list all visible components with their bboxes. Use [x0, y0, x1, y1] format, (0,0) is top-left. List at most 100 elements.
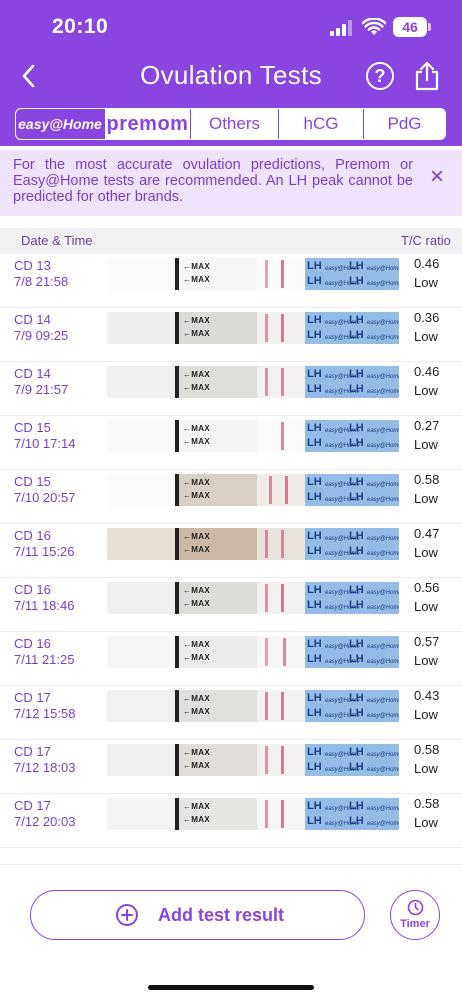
- test-datetime: 7/12 20:03: [14, 814, 76, 829]
- column-header: Date & Time T/C ratio: [0, 228, 462, 254]
- question-circle-icon[interactable]: ?: [366, 62, 394, 90]
- test-strip-image[interactable]: ←MAX ←MAX LH LH LH LH easy@Home easy@Home easy@H…: [107, 366, 399, 398]
- banner-text: For the most accurate ovulation predicti…: [13, 157, 413, 205]
- wifi-icon: [362, 18, 386, 35]
- test-datetime: 7/11 21:25: [14, 652, 75, 667]
- close-icon[interactable]: ×: [429, 163, 444, 190]
- lh-level-result: Low: [414, 653, 438, 668]
- test-strip-image[interactable]: ←MAX ←MAX LH LH LH LH easy@Home easy@Home easy@H…: [107, 528, 399, 560]
- test-row[interactable]: CD 17 7/12 20:03 ←MAX ←MAX LH LH LH LH easy@Home…: [0, 794, 462, 848]
- divider: [0, 864, 462, 865]
- strip-max-label: ←MAX: [183, 694, 210, 703]
- strip-test-line: [281, 584, 284, 612]
- tab-hcg[interactable]: hCG: [278, 109, 363, 139]
- test-strip-image[interactable]: ←MAX ←MAX LH LH LH LH easy@Home easy@Home easy@H…: [107, 690, 399, 722]
- info-banner: For the most accurate ovulation predicti…: [0, 150, 462, 216]
- cycle-day: CD 17: [14, 744, 51, 759]
- strip-handle: [107, 798, 175, 830]
- tc-ratio-value: 0.57: [414, 634, 440, 649]
- battery-icon: 46: [393, 17, 427, 37]
- tc-ratio-value: 0.46: [414, 364, 440, 379]
- test-row[interactable]: CD 16 7/11 18:46 ←MAX ←MAX LH LH LH LH easy@Home…: [0, 578, 462, 632]
- timer-button[interactable]: Timer: [390, 890, 440, 940]
- strip-max-label: ←MAX: [183, 316, 210, 325]
- tab-others[interactable]: Others: [190, 109, 278, 139]
- test-row[interactable]: CD 15 7/10 17:14 ←MAX ←MAX LH LH LH LH easy@Home…: [0, 416, 462, 470]
- cycle-day: CD 13: [14, 258, 51, 273]
- strip-test-line: [265, 746, 268, 774]
- strip-handle: [107, 312, 175, 344]
- test-row[interactable]: CD 17 7/12 18:03 ←MAX ←MAX LH LH LH LH easy@Home…: [0, 740, 462, 794]
- test-datetime: 7/8 21:58: [14, 274, 69, 289]
- test-strip-image[interactable]: ←MAX ←MAX LH LH LH LH easy@Home easy@Home easy@H…: [107, 474, 399, 506]
- column-ratio-header: T/C ratio: [401, 233, 451, 248]
- strip-test-line: [265, 584, 268, 612]
- cycle-day: CD 17: [14, 798, 51, 813]
- test-strip-image[interactable]: ←MAX ←MAX LH LH LH LH easy@Home easy@Home easy@H…: [107, 258, 399, 290]
- test-row[interactable]: CD 16 7/11 15:26 ←MAX ←MAX LH LH LH LH easy@Home…: [0, 524, 462, 578]
- tc-ratio-value: 0.58: [414, 472, 440, 487]
- column-date-header: Date & Time: [21, 233, 93, 248]
- strip-marker: [175, 798, 179, 830]
- test-strip-image[interactable]: ←MAX ←MAX LH LH LH LH easy@Home easy@Home easy@H…: [107, 582, 399, 614]
- strip-handle: [107, 582, 175, 614]
- test-strip-image[interactable]: ←MAX ←MAX LH LH LH LH easy@Home easy@Home easy@H…: [107, 798, 399, 830]
- strip-marker: [175, 528, 179, 560]
- battery-tip: [428, 23, 431, 31]
- test-row[interactable]: CD 17 7/12 15:58 ←MAX ←MAX LH LH LH LH easy@Home…: [0, 686, 462, 740]
- tc-ratio-value: 0.27: [414, 418, 440, 433]
- strip-marker: [175, 690, 179, 722]
- test-row[interactable]: CD 16 7/11 21:25 ←MAX ←MAX LH LH LH LH easy@Home…: [0, 632, 462, 686]
- brand-tabs: easy@Home premom Others hCG PdG: [15, 108, 446, 140]
- strip-marker: [175, 474, 179, 506]
- strip-handle: [107, 528, 175, 560]
- strip-max-label: ←MAX: [183, 640, 210, 649]
- add-test-result-button[interactable]: Add test result: [30, 890, 365, 940]
- test-strip-image[interactable]: ←MAX ←MAX LH LH LH LH easy@Home easy@Home easy@H…: [107, 744, 399, 776]
- tab-pdg[interactable]: PdG: [363, 109, 445, 139]
- strip-max-label: ←MAX: [183, 262, 210, 271]
- strip-max-label: ←MAX: [183, 491, 210, 500]
- tab-premom[interactable]: premom: [104, 109, 190, 139]
- strip-max-label: ←MAX: [183, 424, 210, 433]
- timer-label: Timer: [400, 918, 430, 930]
- strip-test-line: [265, 260, 268, 288]
- tc-ratio-value: 0.43: [414, 688, 440, 703]
- test-datetime: 7/10 17:14: [14, 436, 76, 451]
- cycle-day: CD 14: [14, 366, 51, 381]
- strip-max-label: ←MAX: [183, 815, 210, 824]
- strip-max-label: ←MAX: [183, 532, 210, 541]
- home-indicator: [148, 985, 314, 990]
- test-datetime: 7/11 15:26: [14, 544, 75, 559]
- strip-test-line: [281, 368, 284, 396]
- test-strip-image[interactable]: ←MAX ←MAX LH LH LH LH easy@Home easy@Home easy@H…: [107, 312, 399, 344]
- test-datetime: 7/9 09:25: [14, 328, 69, 343]
- share-icon[interactable]: [412, 60, 442, 92]
- test-datetime: 7/11 18:46: [14, 598, 75, 613]
- test-datetime: 7/12 18:03: [14, 760, 76, 775]
- strip-test-line: [281, 692, 284, 720]
- strip-handle: [107, 366, 175, 398]
- strip-test-line: [265, 692, 268, 720]
- strip-test-line: [281, 422, 284, 450]
- test-strip-image[interactable]: ←MAX ←MAX LH LH LH LH easy@Home easy@Home easy@H…: [107, 636, 399, 668]
- lh-level-result: Low: [414, 437, 438, 452]
- tab-easy-at-home[interactable]: easy@Home: [16, 109, 104, 139]
- strip-test-line: [265, 368, 268, 396]
- test-row[interactable]: CD 15 7/10 20:57 ←MAX ←MAX LH LH LH LH easy@Home…: [0, 470, 462, 524]
- strip-test-line: [281, 314, 284, 342]
- test-datetime: 7/10 20:57: [14, 490, 76, 505]
- signal-icon: [330, 20, 354, 36]
- strip-brand-label: LH LH LH LH easy@Home easy@Home easy@Home easy@…: [305, 312, 399, 344]
- strip-test-line: [281, 260, 284, 288]
- strip-brand-label: LH LH LH LH easy@Home easy@Home easy@Home easy@…: [305, 582, 399, 614]
- test-strip-image[interactable]: ←MAX ←MAX LH LH LH LH easy@Home easy@Home easy@H…: [107, 420, 399, 452]
- test-row[interactable]: CD 14 7/9 09:25 ←MAX ←MAX LH LH LH LH easy@Home e…: [0, 308, 462, 362]
- strip-max-label: ←MAX: [183, 275, 210, 284]
- strip-max-label: ←MAX: [183, 802, 210, 811]
- test-row[interactable]: CD 13 7/8 21:58 ←MAX ←MAX LH LH LH LH easy@Home e…: [0, 254, 462, 308]
- test-row[interactable]: CD 14 7/9 21:57 ←MAX ←MAX LH LH LH LH easy@Home e…: [0, 362, 462, 416]
- chevron-left-icon[interactable]: [14, 60, 46, 92]
- strip-brand-label: LH LH LH LH easy@Home easy@Home easy@Home easy@…: [305, 690, 399, 722]
- tc-ratio-value: 0.58: [414, 742, 440, 757]
